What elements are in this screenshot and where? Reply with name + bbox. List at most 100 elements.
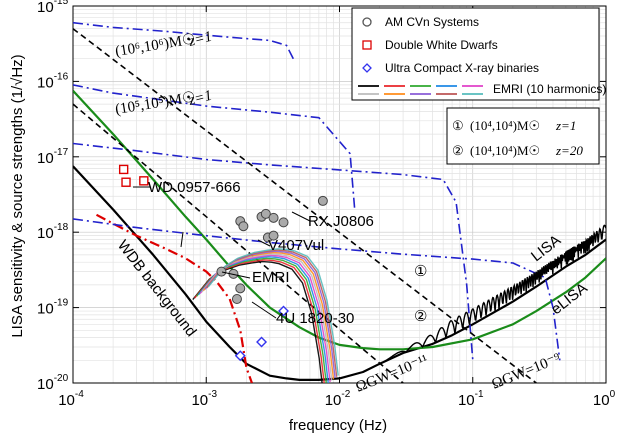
- legend2-row1-z: z=1: [555, 118, 576, 133]
- am-cvn-point: [278, 217, 289, 228]
- ucxb-point: [234, 350, 246, 362]
- x-tick-base: 10: [58, 392, 75, 409]
- y-tick-exp: -15: [54, 0, 69, 7]
- x-tick-label: 10-1: [458, 389, 484, 409]
- x-tick-exp: -3: [208, 389, 217, 400]
- legend-label-emri: EMRI (10 harmonics): [493, 82, 606, 96]
- annotation-wd: WD 0957-666: [148, 179, 241, 196]
- legend-mass-box: ① (10⁴,10⁴)M☉ z=1 ② (10⁴,10⁴)M☉ z=20: [446, 107, 600, 165]
- legend-entry-am-cvn: AM CVn Systems: [362, 15, 479, 29]
- legend-entry-ucxb: Ultra Compact X-ray binaries: [362, 61, 539, 75]
- legend2-box: [446, 107, 600, 165]
- am-cvn-point: [268, 230, 279, 241]
- legend-marker-circle: [362, 17, 372, 27]
- annotation-4u: 4U 1820-30: [276, 310, 354, 327]
- points-layer: [118, 164, 328, 362]
- annotation-emri: EMRI: [252, 269, 290, 286]
- annotation-z1a: z=1: [186, 29, 214, 50]
- am-cvn-point: [231, 294, 242, 305]
- legend2-row2-masses: (10⁴,10⁴)M☉: [470, 143, 540, 158]
- x-tick-base: 10: [593, 392, 610, 409]
- y-tick-base: 10: [37, 74, 54, 91]
- legend-box: [351, 7, 600, 101]
- y-tick-base: 10: [37, 225, 54, 242]
- am-cvn-point: [238, 221, 249, 232]
- emri-harmonic-9: [207, 248, 339, 376]
- am-cvn-point: [268, 212, 279, 223]
- series-line-1: [73, 90, 606, 351]
- series-line-6: [73, 218, 561, 361]
- annotation-rx: RX J0806: [308, 213, 374, 230]
- am-cvn-point: [216, 266, 227, 277]
- y-tick-base: 10: [37, 0, 54, 16]
- rx-arrow: [291, 211, 311, 222]
- x-tick-exp: -2: [341, 389, 350, 400]
- am-cvn-point: [260, 208, 271, 219]
- y-tick-label: 10-17: [37, 147, 69, 167]
- axis-ticks: 10-4 10-3 10-2 10-1 10010-2010-1910-1810-171…: [37, 0, 616, 409]
- wdb-arrow: [180, 231, 184, 248]
- y-tick-exp: -20: [54, 373, 69, 384]
- y-axis-label: LISA sensitivity & source strengths (1/√…: [9, 54, 26, 337]
- annotation-z1b: z=1: [186, 88, 214, 109]
- legend-marker-square: [362, 40, 372, 50]
- x-tick-base: 10: [191, 392, 208, 409]
- legend2-row1-masses: (10⁴,10⁴)M☉: [470, 118, 540, 133]
- y-tick-label: 10-20: [37, 373, 69, 393]
- y-tick-base: 10: [37, 376, 54, 393]
- y-tick-base: 10: [37, 150, 54, 167]
- annotation-c2: ②: [414, 308, 427, 325]
- legend-marker-diamond: [362, 63, 372, 73]
- legend-label-am-cvn: AM CVn Systems: [385, 15, 479, 29]
- legend2-row2-index: ②: [452, 143, 464, 158]
- y-tick-exp: -16: [54, 71, 69, 82]
- ucxb-point: [278, 305, 289, 317]
- legend-label-dwd: Double White Dwarfs: [385, 38, 498, 52]
- legend2-row2-z: z=20: [555, 143, 583, 158]
- am-cvn-point: [317, 195, 328, 206]
- series-line-0: [73, 165, 606, 381]
- legend-label-ucxb: Ultra Compact X-ray binaries: [385, 61, 539, 75]
- annotation-elisa: eLISA: [548, 280, 591, 319]
- legend-entry-dwd: Double White Dwarfs: [362, 38, 498, 52]
- x-tick-label: 10-2: [325, 389, 351, 409]
- grid: [73, 6, 606, 383]
- legend: AM CVn Systems Double White Dwarfs Ultra…: [351, 7, 606, 101]
- 4u-arrow: [251, 301, 277, 319]
- v407-arrow: [257, 239, 271, 247]
- y-tick-exp: -18: [54, 222, 69, 233]
- x-tick-base: 10: [458, 392, 475, 409]
- x-tick-base: 10: [325, 392, 342, 409]
- y-tick-label: 10-19: [37, 298, 69, 318]
- x-tick-label: 10-3: [191, 389, 217, 409]
- x-tick-label: 100: [593, 389, 616, 409]
- lisa-wiggles: [379, 224, 606, 365]
- dwd-point: [121, 177, 131, 187]
- annotation-v407: V407Vul: [268, 237, 324, 254]
- x-axis-label: frequency (Hz): [289, 417, 387, 434]
- x-tick-exp: -1: [475, 389, 484, 400]
- legend-entry-emri: EMRI (10 harmonics): [358, 82, 606, 96]
- emri-arrow: [221, 271, 251, 279]
- x-tick-label: 10-4: [58, 389, 84, 409]
- series-line-7: [73, 103, 404, 383]
- legend2-row1-index: ①: [452, 118, 464, 133]
- y-tick-label: 10-18: [37, 222, 69, 242]
- dwd-point: [118, 164, 129, 175]
- x-tick-exp: -4: [75, 389, 84, 400]
- series-line-2: [95, 213, 253, 383]
- y-tick-exp: -17: [54, 147, 69, 158]
- y-tick-base: 10: [37, 301, 54, 318]
- series-layer: [73, 21, 606, 383]
- ucxb-point: [256, 336, 268, 348]
- y-tick-exp: -19: [54, 298, 69, 309]
- annotation-om9: ΩGW=10⁻⁹: [490, 351, 563, 393]
- annotation-c1: ①: [414, 263, 427, 280]
- annotation-mass5: (10⁵,10⁵)M☉: [114, 89, 196, 117]
- series-line-3: [73, 21, 295, 60]
- y-tick-label: 10-15: [37, 0, 69, 16]
- am-cvn-point: [235, 283, 246, 294]
- series-line-8: [73, 28, 537, 383]
- y-tick-label: 10-16: [37, 71, 69, 91]
